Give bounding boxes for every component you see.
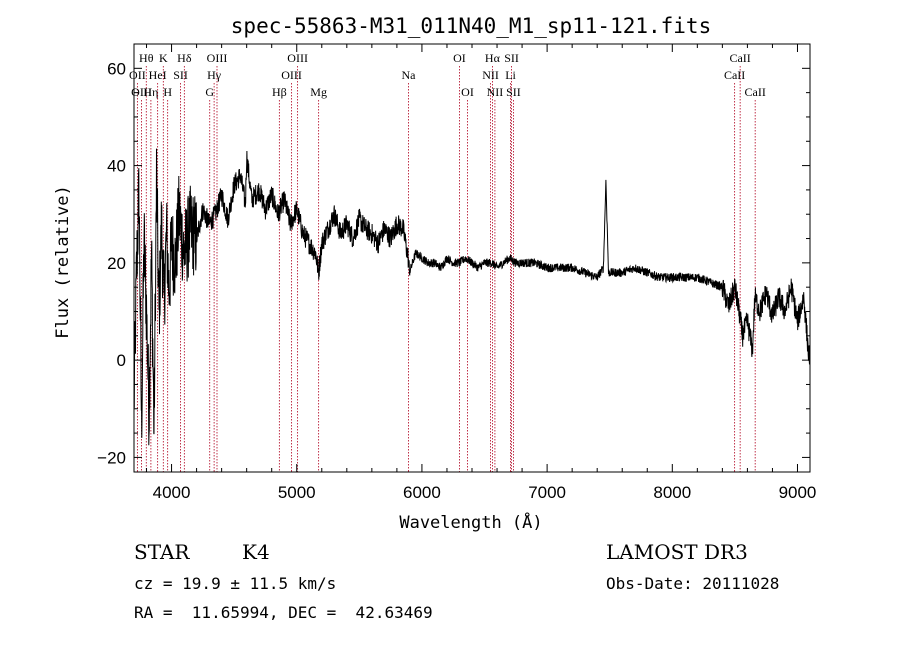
marker-label-3: Hη <box>143 85 158 99</box>
marker-label-17: OI <box>453 51 466 65</box>
x-tick-label-4000: 4000 <box>153 483 191 502</box>
survey-name: LAMOST DR3 <box>606 540 748 564</box>
x-tick-label-5000: 5000 <box>278 483 316 502</box>
obs-date: Obs-Date: 20111028 <box>606 574 780 593</box>
marker-label-12: Hβ <box>272 85 287 99</box>
x-axis-ticks: 4000 5000 6000 7000 8000 9000 <box>146 44 817 502</box>
coordinates: RA = 11.65994, DEC = 42.63469 <box>134 603 433 622</box>
marker-label-14: OIII <box>281 68 302 82</box>
marker-label-25: CaII <box>729 51 750 65</box>
marker-label-4: HeI <box>149 68 167 82</box>
marker-label-21: NII <box>487 85 504 99</box>
y-tick-label-40: 40 <box>107 157 126 176</box>
marker-label-13: OIII <box>287 51 308 65</box>
x-tick-label-9000: 9000 <box>779 483 817 502</box>
y-axis-ticks: −20 0 20 40 60 <box>97 59 810 467</box>
chart-title: spec-55863-M31_011N40_M1_sp11-121.fits <box>231 14 711 38</box>
x-axis-label: Wavelength (Å) <box>399 511 542 533</box>
marker-label-0: Hθ <box>139 51 154 65</box>
x-tick-label-6000: 6000 <box>403 483 441 502</box>
marker-label-27: CaII <box>745 85 766 99</box>
marker-label-5: K <box>159 51 168 65</box>
x-tick-label-8000: 8000 <box>653 483 691 502</box>
marker-label-7: H <box>163 85 172 99</box>
object-class: STAR <box>134 540 190 564</box>
y-tick-label-0: 0 <box>117 351 126 370</box>
marker-label-11: G <box>205 85 214 99</box>
plot-frame <box>133 43 811 473</box>
marker-label-1: OII <box>129 68 146 82</box>
y-tick-label--20: −20 <box>97 448 126 467</box>
marker-label-16: Na <box>402 68 417 82</box>
marker-label-15: Mg <box>310 85 327 99</box>
y-tick-label-20: 20 <box>107 254 126 273</box>
marker-label-10: Hγ <box>207 68 222 82</box>
redshift-value: cz = 19.9 ± 11.5 km/s <box>134 574 337 593</box>
marker-label-22: SII <box>504 51 519 65</box>
marker-label-23: Li <box>505 68 516 82</box>
marker-label-6: SII <box>173 68 188 82</box>
marker-label-20: NII <box>482 68 499 82</box>
marker-label-2: OIII <box>131 85 152 99</box>
marker-label-19: Hα <box>485 51 501 65</box>
spectrum-chart: spec-55863-M31_011N40_M1_sp11-121.fits H… <box>53 14 817 533</box>
x-tick-label-7000: 7000 <box>528 483 566 502</box>
spectrum-line <box>133 148 811 446</box>
y-axis-label: Flux (relative) <box>53 185 73 339</box>
marker-label-26: CaII <box>724 68 745 82</box>
marker-label-8: Hδ <box>177 51 192 65</box>
marker-label-18: OI <box>461 85 474 99</box>
marker-label-9: OIII <box>207 51 228 65</box>
y-tick-label-60: 60 <box>107 59 126 78</box>
marker-label-24: SII <box>506 85 521 99</box>
object-subclass: K4 <box>242 540 270 564</box>
